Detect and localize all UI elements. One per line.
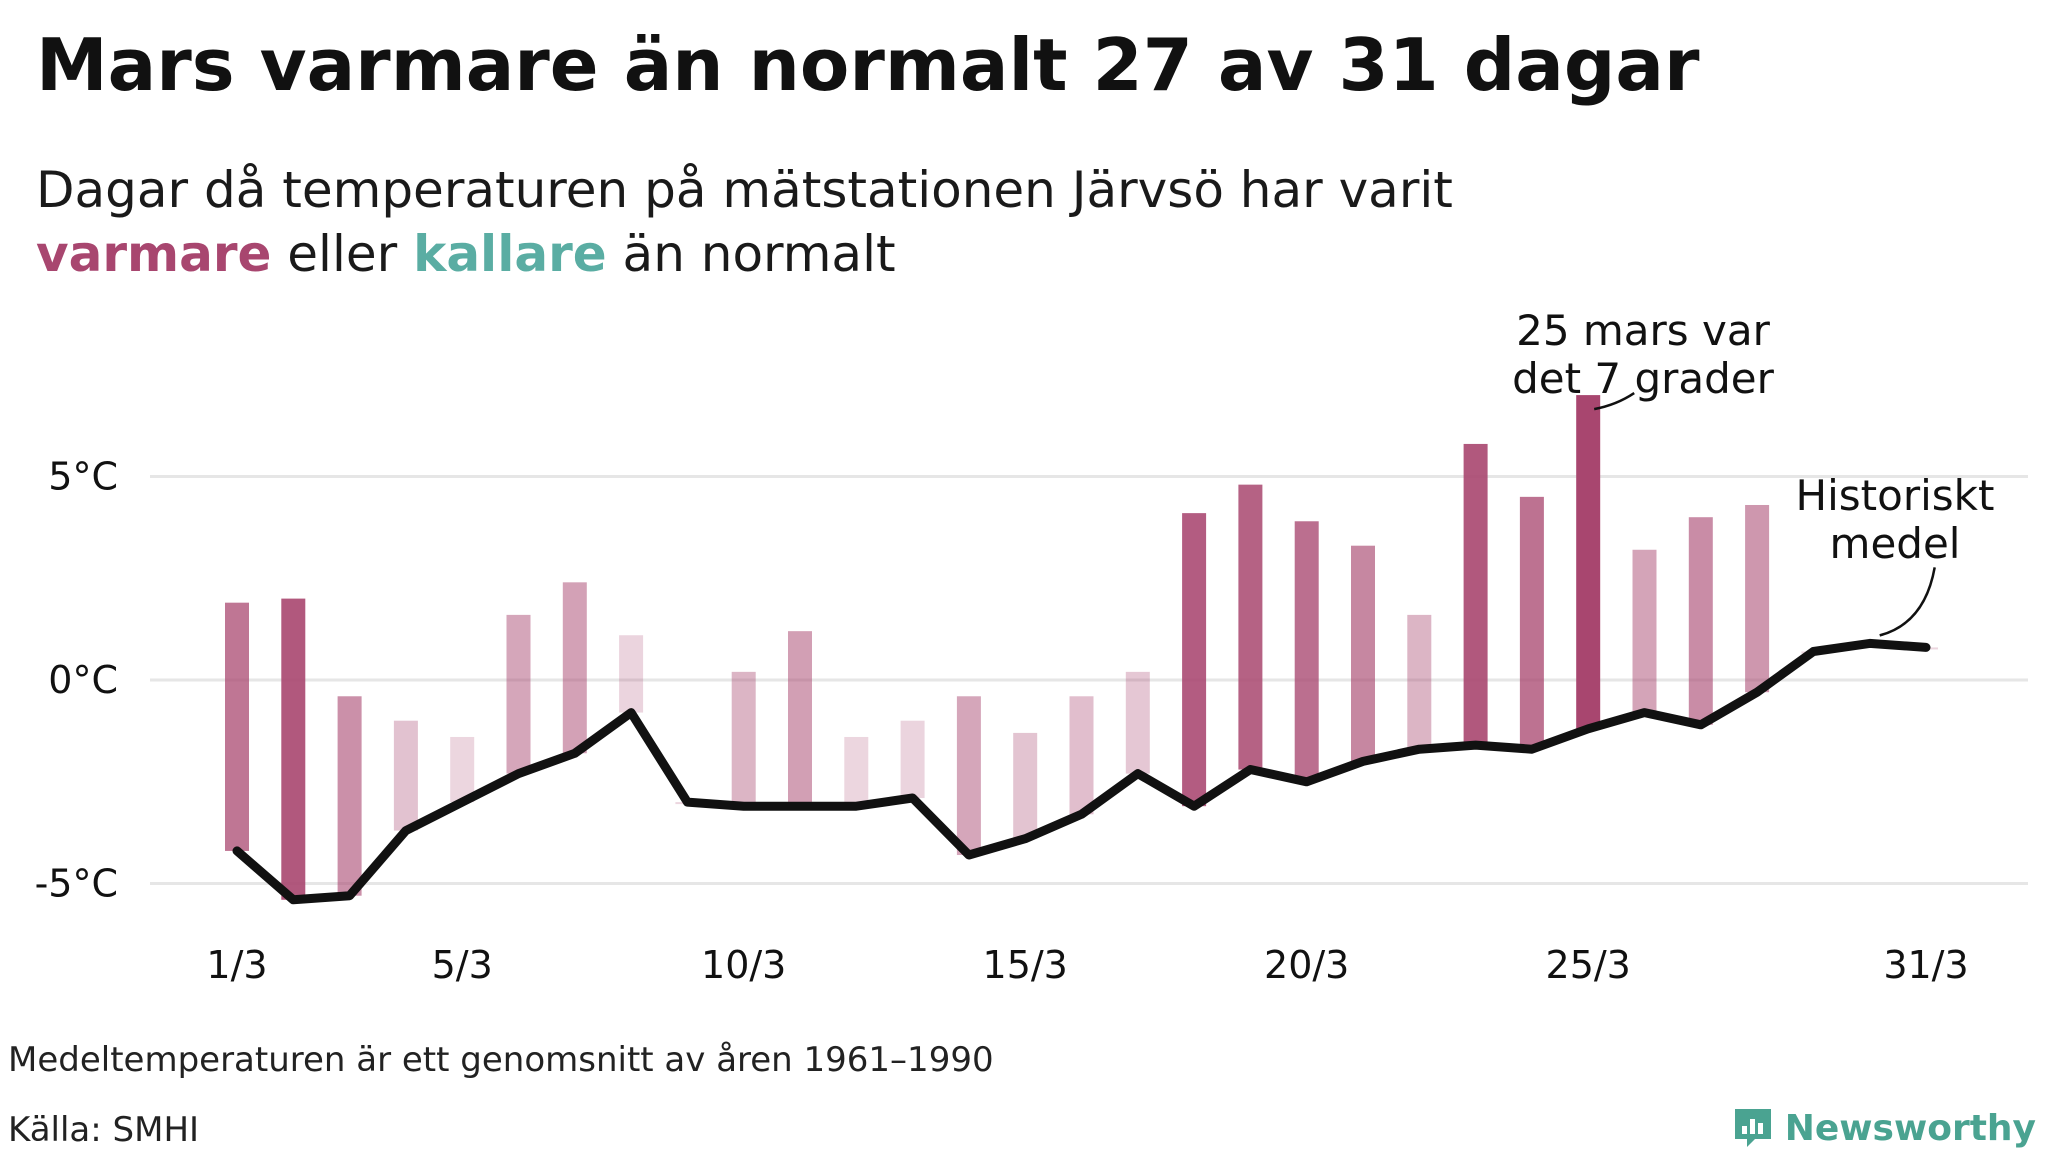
warm-day-bar bbox=[788, 631, 812, 807]
warm-day-bar bbox=[619, 635, 644, 713]
normal-temperature-line-path bbox=[232, 638, 1931, 905]
warm-day-bar bbox=[956, 696, 981, 856]
warm-day-bar bbox=[506, 614, 531, 774]
subtitle-end-text: än normalt bbox=[606, 225, 896, 283]
warm-day-bar bbox=[1688, 517, 1713, 725]
brand: Newsworthy bbox=[1731, 1104, 2036, 1152]
warm-day-bar bbox=[1463, 443, 1488, 746]
warm-day-bar bbox=[1351, 545, 1375, 762]
warm-day-bar bbox=[1745, 504, 1770, 693]
normal-line-annotation-line: Historiskt bbox=[1796, 471, 1995, 520]
normal-line-annotation: Historiskt medel bbox=[1796, 471, 1995, 568]
warm-day-bar bbox=[393, 720, 418, 831]
temperature-chart: 5°C 0°C -5°C 1/3 5/3 10/3 15/3 20/3 25/3 31/3 25… bbox=[35, 306, 2028, 987]
warm-day-bar bbox=[1519, 496, 1544, 750]
y-tick-label: 0°C bbox=[48, 658, 118, 702]
x-tick-label: 1/3 bbox=[206, 943, 267, 987]
brand-name: Newsworthy bbox=[1784, 1107, 2036, 1149]
subtitle-line-2: varmare eller kallare än normalt bbox=[36, 222, 1453, 286]
warm-day-bar bbox=[1407, 614, 1432, 750]
warm-day-bar bbox=[337, 696, 362, 896]
warm-day-bar bbox=[562, 582, 587, 754]
subtitle-warm-keyword: varmare bbox=[36, 225, 272, 283]
source-credit: Källa: SMHI bbox=[8, 1110, 200, 1150]
normal-line-annotation-line: medel bbox=[1830, 519, 1961, 568]
peak-day-annotation-line: det 7 grader bbox=[1512, 354, 1775, 403]
warm-day-bar bbox=[281, 598, 306, 900]
y-tick-label: 5°C bbox=[48, 455, 118, 499]
x-tick-label: 25/3 bbox=[1546, 943, 1631, 987]
warm-day-bar bbox=[1182, 513, 1207, 807]
warm-day-bar bbox=[900, 720, 925, 799]
y-axis-tick-labels: 5°C 0°C -5°C bbox=[35, 455, 118, 906]
subtitle-cold-keyword: kallare bbox=[413, 225, 607, 283]
chart-subtitle: Dagar då temperaturen på mätstationen Jä… bbox=[36, 158, 1453, 286]
warm-day-bar bbox=[225, 602, 249, 851]
warm-day-bar bbox=[1576, 395, 1601, 729]
warm-day-bar bbox=[731, 671, 756, 807]
footnote: Medeltemperaturen är ett genomsnitt av å… bbox=[8, 1040, 994, 1080]
x-tick-label: 5/3 bbox=[432, 943, 493, 987]
warm-day-bar bbox=[1125, 671, 1150, 774]
x-tick-label: 31/3 bbox=[1883, 943, 1968, 987]
subtitle-middle-text: eller bbox=[271, 225, 414, 283]
warm-day-bar bbox=[1013, 732, 1038, 839]
peak-day-annotation: 25 mars var det 7 grader bbox=[1512, 306, 1775, 403]
peak-day-annotation-connector bbox=[1593, 392, 1635, 411]
temperature-bars bbox=[225, 395, 1938, 900]
x-tick-label: 20/3 bbox=[1264, 943, 1349, 987]
subtitle-line-1: Dagar då temperaturen på mätstationen Jä… bbox=[36, 161, 1453, 219]
warm-day-bar bbox=[1238, 484, 1263, 770]
normal-line-annotation-connector bbox=[1879, 567, 1936, 637]
newsworthy-logo-icon bbox=[1734, 1109, 1771, 1147]
peak-day-annotation-line: 25 mars var bbox=[1516, 306, 1771, 355]
x-tick-label: 10/3 bbox=[701, 943, 786, 987]
x-tick-label: 15/3 bbox=[983, 943, 1068, 987]
chart-title: Mars varmare än normalt 27 av 31 dagar bbox=[36, 23, 1700, 107]
warm-day-bar bbox=[1632, 549, 1657, 713]
y-tick-label: -5°C bbox=[35, 862, 118, 906]
grid-lines bbox=[150, 475, 2028, 885]
warm-day-bar bbox=[450, 736, 475, 803]
warm-day-bar bbox=[1069, 696, 1094, 815]
normal-temperature-line bbox=[232, 638, 1931, 905]
x-axis-tick-labels: 1/3 5/3 10/3 15/3 20/3 25/3 31/3 bbox=[206, 943, 1968, 987]
warm-day-bar bbox=[1294, 521, 1319, 782]
warm-day-bar bbox=[844, 736, 869, 807]
